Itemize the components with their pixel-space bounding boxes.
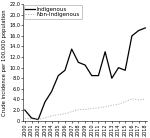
Non-Indigenous xyxy=(111,104,113,106)
Non-Indigenous xyxy=(98,107,99,109)
Indigenous xyxy=(124,69,126,71)
Indigenous xyxy=(57,75,59,76)
Non-Indigenous xyxy=(51,115,52,117)
Non-Indigenous xyxy=(91,108,93,109)
Indigenous xyxy=(111,77,113,79)
Indigenous xyxy=(37,119,39,120)
Indigenous xyxy=(24,109,26,111)
Y-axis label: Crude incidence per 100,000 population: Crude incidence per 100,000 population xyxy=(2,9,7,116)
Indigenous xyxy=(51,91,52,92)
Non-Indigenous xyxy=(138,99,140,101)
Indigenous xyxy=(91,75,93,76)
Indigenous xyxy=(44,101,46,103)
Non-Indigenous xyxy=(24,118,26,119)
Non-Indigenous xyxy=(31,118,32,120)
Line: Non-Indigenous: Non-Indigenous xyxy=(25,99,145,120)
Non-Indigenous xyxy=(44,117,46,119)
Non-Indigenous xyxy=(131,98,133,100)
Indigenous xyxy=(131,35,133,37)
Indigenous xyxy=(64,69,66,71)
Non-Indigenous xyxy=(104,106,106,108)
Indigenous xyxy=(84,64,86,66)
Non-Indigenous xyxy=(64,113,66,115)
Line: Indigenous: Indigenous xyxy=(25,28,145,120)
Indigenous xyxy=(98,75,99,76)
Non-Indigenous xyxy=(57,114,59,116)
Indigenous xyxy=(144,27,146,29)
Non-Indigenous xyxy=(71,111,73,112)
Non-Indigenous xyxy=(144,98,146,100)
Non-Indigenous xyxy=(37,119,39,120)
Indigenous xyxy=(104,51,106,53)
Legend: Indigenous, Non-Indigenous: Indigenous, Non-Indigenous xyxy=(24,5,82,19)
Indigenous xyxy=(77,62,79,63)
Non-Indigenous xyxy=(77,109,79,110)
Indigenous xyxy=(118,67,119,68)
Indigenous xyxy=(138,30,140,31)
Non-Indigenous xyxy=(124,101,126,102)
Non-Indigenous xyxy=(118,103,119,105)
Indigenous xyxy=(31,117,32,119)
Indigenous xyxy=(71,48,73,50)
Non-Indigenous xyxy=(84,109,86,110)
